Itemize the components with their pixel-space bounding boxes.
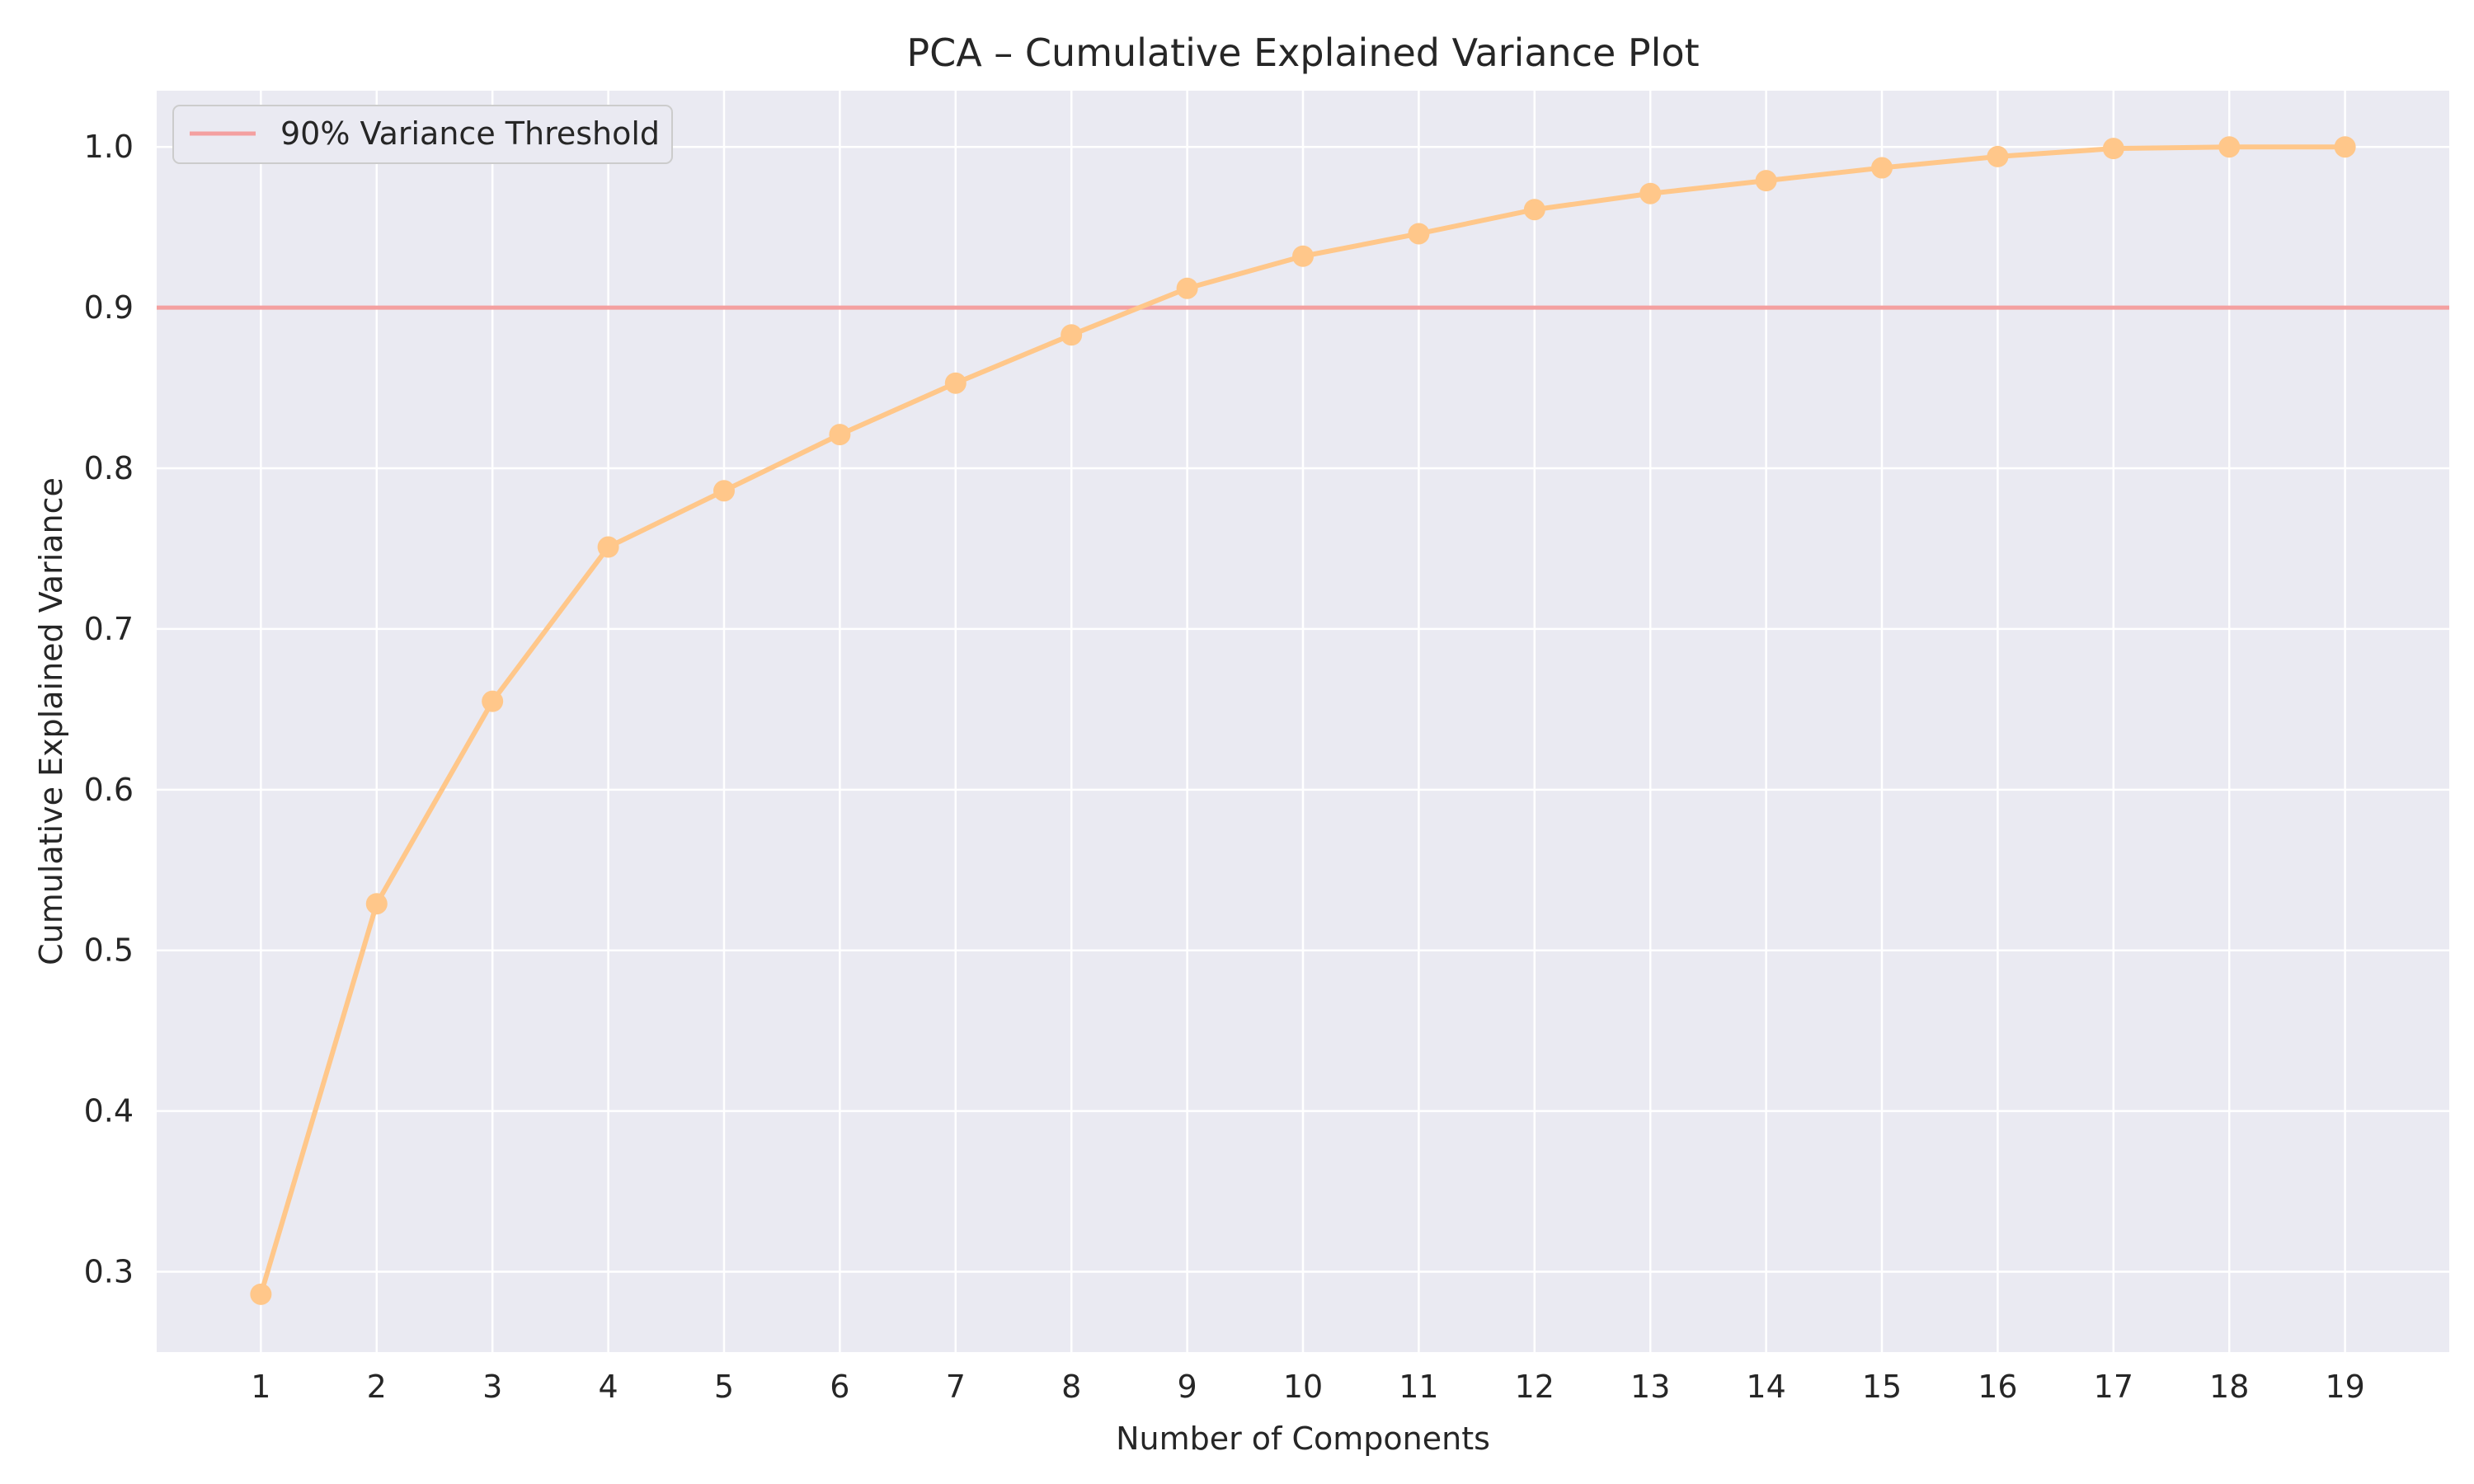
x-tick-label: 19 <box>2325 1369 2364 1405</box>
data-point <box>365 893 388 915</box>
x-gridlines <box>260 91 2346 1352</box>
x-tick-label: 2 <box>367 1369 387 1405</box>
data-point <box>482 690 504 712</box>
data-point <box>1871 157 1893 179</box>
data-point <box>1987 145 2009 167</box>
x-tick-label: 11 <box>1399 1369 1438 1405</box>
x-tick-label: 3 <box>482 1369 502 1405</box>
x-tick-label: 15 <box>1862 1369 1902 1405</box>
x-tick-label: 16 <box>1978 1369 2017 1405</box>
data-point <box>2334 136 2356 158</box>
data-point <box>713 480 735 502</box>
y-tick-label: 0.7 <box>84 611 134 647</box>
data-point <box>1755 170 1777 192</box>
x-tick-label: 10 <box>1283 1369 1323 1405</box>
legend: 90% Variance Threshold <box>172 105 673 164</box>
x-tick-label: 18 <box>2209 1369 2249 1405</box>
x-tick-label: 13 <box>1630 1369 1670 1405</box>
y-tick-label: 0.6 <box>84 772 134 808</box>
y-tick-label: 0.4 <box>84 1093 134 1129</box>
y-tick-label: 0.9 <box>84 289 134 326</box>
x-tick-label: 9 <box>1178 1369 1197 1405</box>
x-tick-label: 14 <box>1746 1369 1785 1405</box>
chart-title: PCA – Cumulative Explained Variance Plot <box>906 31 1699 75</box>
x-tick-label: 12 <box>1515 1369 1554 1405</box>
data-point <box>1292 245 1314 267</box>
data-point <box>2218 136 2241 158</box>
data-point <box>1523 199 1545 221</box>
x-tick-label: 17 <box>2094 1369 2133 1405</box>
legend-box <box>172 105 673 164</box>
y-axis-label: Cumulative Explained Variance <box>33 477 69 965</box>
data-point <box>2102 138 2124 160</box>
x-tick-label: 5 <box>714 1369 734 1405</box>
data-point <box>829 424 851 446</box>
y-tick-label: 0.8 <box>84 450 134 486</box>
y-tick-labels: 0.3 0.4 0.5 0.6 0.7 0.8 0.9 1.0 <box>84 129 134 1289</box>
x-tick-label: 7 <box>946 1369 966 1405</box>
y-tick-label: 0.3 <box>84 1254 134 1290</box>
data-points <box>250 136 2356 1305</box>
y-tick-label: 1.0 <box>84 129 134 165</box>
y-tick-label: 0.5 <box>84 932 134 969</box>
data-point <box>250 1283 272 1305</box>
x-tick-labels: 1 2 3 4 5 6 7 8 9 10 11 12 13 14 15 16 17 18 19 <box>251 1369 2365 1405</box>
data-point <box>597 536 619 558</box>
data-point <box>1176 277 1198 299</box>
x-tick-label: 6 <box>830 1369 849 1405</box>
x-tick-label: 4 <box>598 1369 618 1405</box>
data-point <box>1408 223 1430 245</box>
x-axis-label: Number of Components <box>1116 1421 1490 1457</box>
data-point <box>1061 324 1083 346</box>
data-point <box>1639 182 1662 204</box>
legend-label: 90% Variance Threshold <box>280 115 660 152</box>
x-tick-label: 1 <box>251 1369 270 1405</box>
data-point <box>944 372 967 394</box>
x-tick-label: 8 <box>1061 1369 1081 1405</box>
